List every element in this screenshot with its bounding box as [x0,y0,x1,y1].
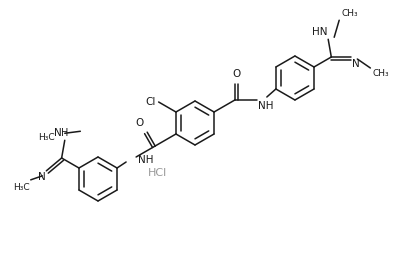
Text: N: N [352,59,359,69]
Text: NH: NH [138,155,153,165]
Text: Cl: Cl [145,97,155,107]
Text: CH₃: CH₃ [371,69,388,78]
Text: H₃C: H₃C [38,133,55,142]
Text: N: N [54,128,62,138]
Text: HCl: HCl [148,168,167,178]
Text: N: N [38,172,45,182]
Text: NH: NH [257,101,273,111]
Text: H₃C: H₃C [13,183,30,192]
Text: O: O [232,69,241,79]
Text: CH₃: CH₃ [340,9,357,18]
Text: HN: HN [311,27,326,37]
Text: O: O [134,118,143,128]
Text: H: H [61,128,68,138]
